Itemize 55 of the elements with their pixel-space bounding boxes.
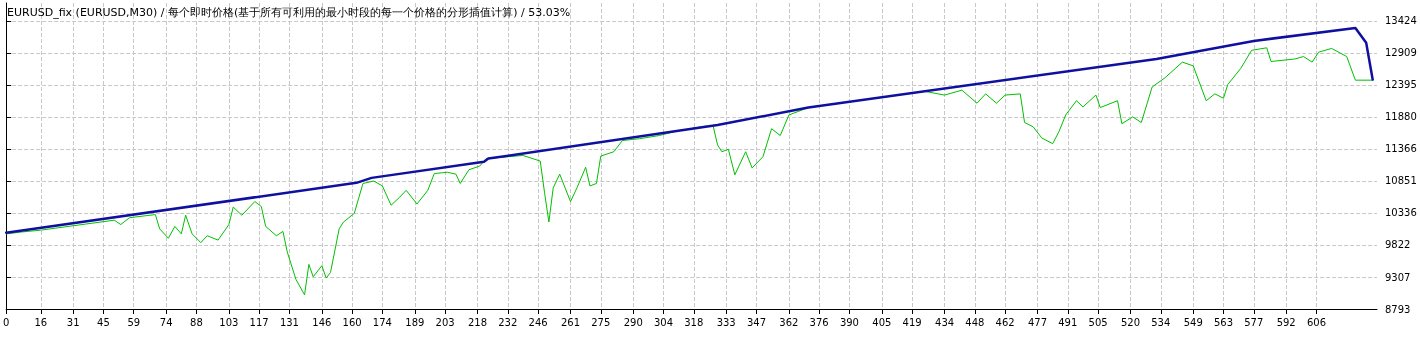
x-tick-label: 505: [1088, 316, 1108, 328]
x-tick-label: 275: [591, 316, 611, 328]
y-tick-label: 9307: [1385, 271, 1411, 283]
x-tick-label: 31: [66, 316, 80, 328]
x-tick-label: 577: [1244, 316, 1264, 328]
x-tick-label: 218: [467, 316, 488, 328]
x-tick-label: 0: [2, 316, 10, 328]
x-tick-label: 290: [623, 316, 643, 328]
x-tick-label: 74: [159, 316, 173, 328]
y-tick-label: 10336: [1385, 207, 1417, 219]
x-tick-label: 491: [1058, 316, 1078, 328]
x-tick-label: 549: [1183, 316, 1203, 328]
x-tick-label: 520: [1120, 316, 1141, 328]
y-tick-label: 9822: [1385, 239, 1411, 251]
x-tick-label: 592: [1276, 316, 1296, 328]
x-tick-label: 103: [219, 316, 239, 328]
x-tick-label: 304: [653, 316, 674, 328]
y-tick-label: 10851: [1385, 175, 1417, 187]
x-tick-label: 88: [190, 316, 203, 328]
x-tick-label: 160: [342, 316, 362, 328]
x-tick-label: 347: [746, 316, 766, 328]
x-tick-label: 16: [34, 316, 48, 328]
x-tick-label: 174: [372, 316, 392, 328]
y-tick-label: 12395: [1385, 79, 1417, 91]
x-tick-label: 59: [127, 316, 141, 328]
x-tick-label: 131: [279, 316, 299, 328]
x-tick-label: 376: [809, 316, 829, 328]
x-tick-label: 462: [995, 316, 1015, 328]
x-tick-label: 45: [97, 316, 110, 328]
x-tick-label: 232: [498, 316, 518, 328]
y-tick-label: 11366: [1385, 143, 1417, 155]
y-tick-label: 11880: [1385, 111, 1417, 123]
x-tick-label: 246: [528, 316, 548, 328]
x-tick-label: 434: [935, 316, 955, 328]
x-tick-label: 606: [1306, 316, 1327, 328]
x-tick-label: 333: [716, 316, 736, 328]
x-tick-label: 261: [560, 316, 581, 328]
x-tick-label: 203: [435, 316, 455, 328]
x-tick-label: 563: [1213, 316, 1234, 328]
x-tick-label: 146: [312, 316, 332, 328]
y-tick-label: 13424: [1385, 15, 1417, 27]
line-series: [4, 26, 1374, 234]
x-tick-label: 362: [779, 316, 799, 328]
x-tick-label: 405: [872, 316, 892, 328]
x-tick-label: 419: [902, 316, 922, 328]
x-tick-label: 117: [249, 316, 269, 328]
x-tick-label: 318: [684, 316, 704, 328]
y-tick-label: 12909: [1385, 47, 1417, 59]
x-tick-label: 448: [965, 316, 985, 328]
x-tick-label: 477: [1027, 316, 1048, 328]
x-tick-label: 189: [405, 316, 425, 328]
x-tick-label: 390: [839, 316, 859, 328]
chart-title: EURUSD_fix (EURUSD,M30) / 每个即时价格(基于所有可利用的最小时段的每一个价格的分形插值计算) / 53.03%: [7, 6, 571, 19]
x-tick-label: 534: [1151, 316, 1171, 328]
y-tick-label: 8793: [1385, 303, 1411, 315]
